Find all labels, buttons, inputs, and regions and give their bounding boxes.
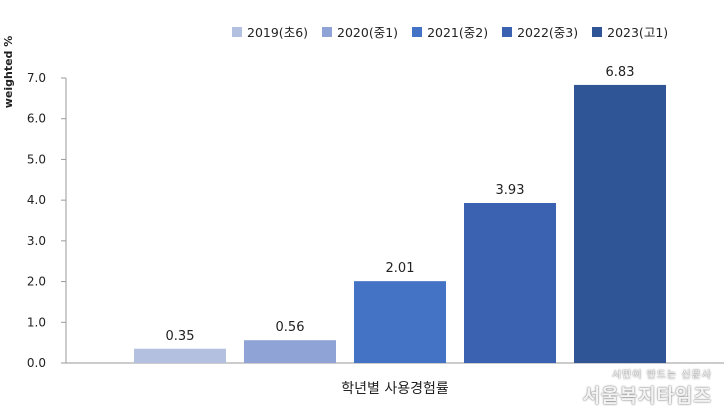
y-tick-label: 0.0 — [27, 356, 46, 370]
x-axis-label: 학년별 사용경험률 — [341, 381, 449, 397]
watermark-logo: 시민이 만드는 신문사 서울복지타임즈 — [583, 366, 712, 408]
data-label: 3.93 — [496, 183, 525, 198]
legend-swatch — [592, 26, 603, 37]
y-tick-label: 2.0 — [27, 275, 46, 289]
watermark-title: 서울복지타임즈 — [582, 385, 712, 407]
y-tick-label: 6.0 — [27, 112, 46, 126]
bar-4 — [464, 202, 556, 363]
legend-label: 2022(중3) — [517, 25, 579, 40]
data-label: 0.35 — [166, 329, 195, 344]
legend-swatch — [412, 26, 423, 37]
data-label: 2.01 — [386, 261, 415, 276]
legend-item: 2022(중3) — [502, 22, 578, 41]
data-label: 0.56 — [276, 320, 305, 335]
legend-item: 2021(중2) — [412, 22, 488, 41]
y-tick-label: 7.0 — [27, 71, 46, 85]
legend-label: 2021(중2) — [427, 25, 489, 40]
legend-label: 2019(초6) — [247, 25, 309, 40]
y-tick-label: 3.0 — [27, 234, 46, 248]
y-axis-label: weighted % — [2, 36, 15, 109]
legend-item: 2023(고1) — [592, 22, 668, 41]
y-tick-label: 1.0 — [27, 315, 46, 329]
legend-label: 2020(중1) — [337, 25, 399, 40]
legend-swatch — [502, 26, 513, 37]
legend: 2019(초6) 2020(중1) 2021(중2) 2022(중3) 2023(고1) — [232, 22, 668, 41]
bars — [134, 84, 666, 364]
legend-swatch — [232, 26, 242, 37]
y-tick-labels: 0.0 1.0 2.0 3.0 4.0 5.0 6.0 7.0 — [27, 71, 66, 370]
bar-2 — [244, 340, 336, 363]
legend-item: 2019(초6) — [232, 22, 308, 41]
legend-item: 2020(중1) — [322, 22, 398, 41]
watermark-subtitle: 시민이 만드는 신문사 — [611, 370, 712, 381]
y-tick-label: 4.0 — [27, 193, 46, 207]
bar-1 — [134, 348, 226, 363]
y-tick-label: 5.0 — [27, 152, 46, 166]
bar-3 — [354, 281, 446, 363]
data-labels: 0.35 0.56 2.01 3.93 6.83 — [166, 65, 635, 344]
legend-swatch — [322, 26, 333, 37]
legend-label: 2023(고1) — [607, 25, 669, 40]
data-label: 6.83 — [606, 65, 635, 80]
bar-5 — [574, 84, 666, 364]
